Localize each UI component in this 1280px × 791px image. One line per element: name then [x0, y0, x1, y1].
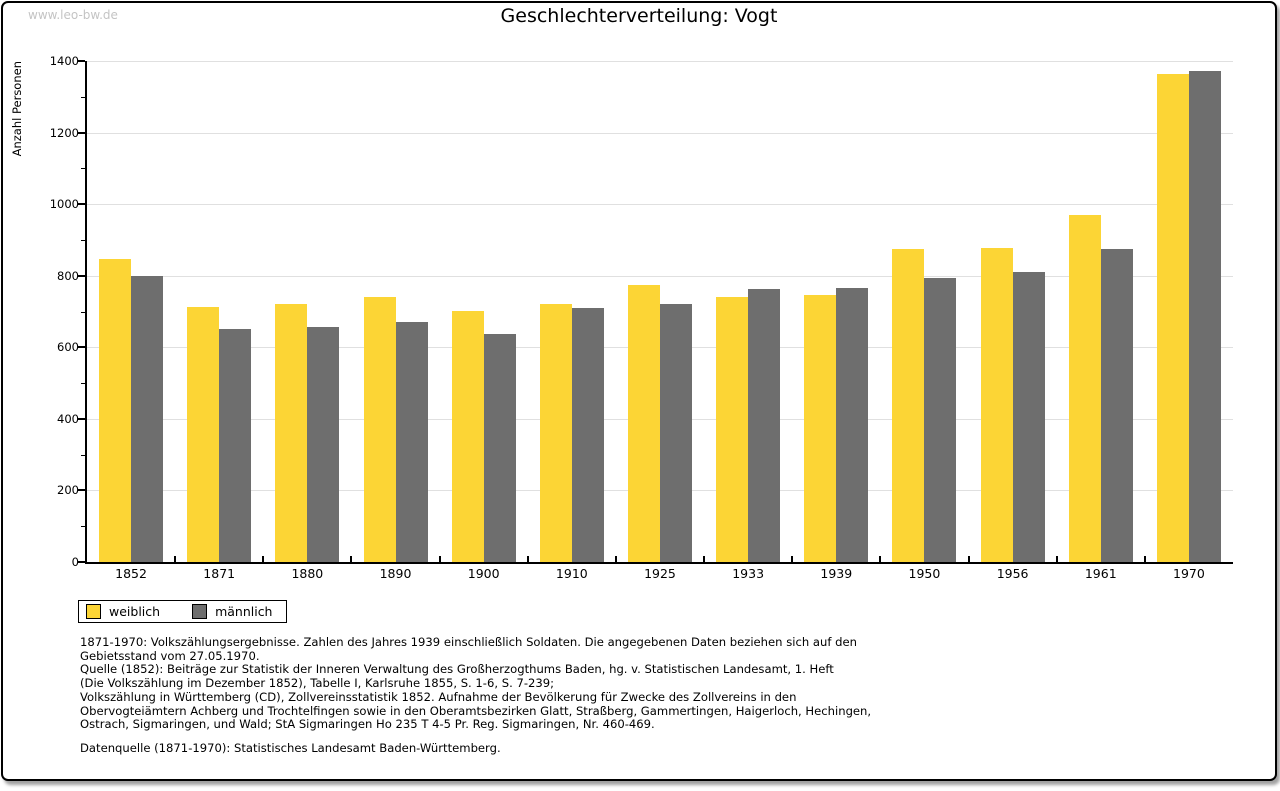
bar-weiblich-1900	[451, 310, 484, 562]
bar-weiblich-1880	[275, 304, 308, 562]
y-axis-major-tick	[78, 561, 85, 563]
bar-männlich-1852	[131, 275, 164, 562]
x-axis-tick	[791, 556, 794, 562]
x-tick-label: 1890	[379, 566, 412, 581]
y-tick-label: 800	[57, 268, 79, 283]
bar-weiblich-1961	[1068, 214, 1101, 562]
y-axis-label: Anzahl Personen	[10, 61, 24, 157]
y-axis-minor-tick	[81, 526, 85, 528]
grid-line	[87, 61, 1233, 62]
bar-weiblich-1852	[99, 258, 132, 562]
y-tick-label: 1400	[49, 54, 79, 68]
y-axis-major-tick	[78, 489, 85, 492]
source-notes: 1871-1970: Volkszählungsergebnisse. Zahl…	[80, 635, 872, 732]
x-tick-label: 1852	[115, 566, 147, 581]
source-note-line: Quelle (1852): Beiträge zur Statistik de…	[80, 662, 834, 677]
x-axis-tick	[350, 556, 353, 562]
x-tick-label: 1950	[908, 566, 941, 581]
legend-label-maennlich: männlich	[215, 604, 273, 619]
grid-line	[87, 132, 1233, 134]
legend-label-weiblich: weiblich	[109, 604, 161, 619]
bar-männlich-1880	[307, 327, 340, 562]
legend: weiblich männlich	[78, 600, 288, 623]
x-axis-tick	[967, 556, 970, 562]
bar-männlich-1950	[924, 278, 957, 562]
grid-line	[87, 275, 1233, 277]
x-tick-label: 1880	[291, 566, 324, 581]
y-axis-minor-tick	[81, 239, 85, 241]
grid-line	[87, 204, 1233, 206]
bar-männlich-1900	[483, 334, 516, 562]
y-axis-major-tick	[78, 131, 85, 134]
source-note-line: 1871-1970: Volkszählungsergebnisse. Zahl…	[80, 635, 857, 649]
maennlich-color-swatch	[192, 604, 208, 619]
x-tick-label: 1910	[555, 566, 588, 581]
source-note-line: Gebietsstand vom 27.05.1970.	[80, 648, 260, 663]
bar-männlich-1956	[1012, 272, 1045, 562]
x-axis-tick	[526, 556, 529, 562]
site-watermark: www.leo-bw.de	[28, 8, 118, 22]
source-note-line: Obervogteiämtern Achberg und Trochtelfin…	[80, 703, 872, 718]
bar-männlich-1925	[660, 303, 692, 562]
y-tick-label: 200	[57, 483, 79, 498]
y-axis-minor-tick	[81, 311, 85, 313]
bar-weiblich-1890	[363, 296, 396, 562]
bar-männlich-1961	[1100, 249, 1133, 562]
y-axis-major-tick	[78, 274, 85, 277]
y-axis-major-tick	[78, 203, 85, 206]
bar-weiblich-1871	[187, 306, 220, 562]
bar-männlich-1871	[219, 328, 252, 562]
y-axis-minor-tick	[81, 454, 85, 456]
y-axis-minor-tick	[81, 168, 85, 170]
plot-area: 1852 1871 1880 1890 1900 1910 1925 1933 1939 1950…	[78, 60, 1233, 581]
y-axis-major-tick	[78, 60, 85, 62]
y-axis-minor-tick	[81, 383, 85, 385]
bar-weiblich-1970	[1156, 74, 1189, 562]
x-axis-tick	[262, 556, 265, 562]
bar-weiblich-1956	[980, 248, 1013, 562]
bar-männlich-1939	[836, 288, 869, 562]
source-note-line: Ostrach, Sigmaringen, und Wald; StA Sigm…	[80, 717, 655, 732]
bar-männlich-1910	[571, 308, 604, 562]
bar-weiblich-1910	[539, 303, 572, 562]
source-note-line: Volkszählung in Württemberg (CD), Zollve…	[80, 689, 797, 704]
bar-männlich-1970	[1188, 71, 1221, 562]
y-tick-label: 0	[71, 555, 79, 569]
bar-weiblich-1925	[628, 285, 660, 562]
x-tick-label: 1925	[644, 566, 676, 581]
x-tick-label: 1933	[732, 566, 765, 581]
x-tick-label: 1956	[996, 566, 1029, 581]
weiblich-color-swatch	[86, 604, 101, 619]
source-note-line: (Die Volkszählung im Dezember 1852), Tab…	[80, 676, 555, 691]
x-axis-tick	[614, 556, 617, 562]
y-tick-label: 400	[57, 411, 79, 426]
legend-item-maennlich: männlich	[192, 604, 272, 619]
bar-weiblich-1939	[804, 295, 837, 562]
x-axis-tick	[1143, 556, 1146, 562]
bar-männlich-1933	[748, 288, 781, 562]
x-tick-label: 1961	[1084, 566, 1117, 581]
bar-weiblich-1933	[716, 297, 749, 562]
y-axis-major-tick	[78, 346, 85, 349]
bar-weiblich-1950	[892, 249, 925, 562]
y-axis-minor-tick	[81, 96, 85, 98]
y-tick-label: 1200	[49, 125, 79, 140]
x-tick-label: 1970	[1173, 566, 1205, 581]
datasource-note: Datenquelle (1871-1970): Statistisches L…	[80, 741, 501, 755]
x-tick-label: 1900	[467, 566, 500, 581]
x-tick-label: 1871	[203, 566, 236, 581]
y-tick-label: 600	[57, 340, 79, 355]
x-axis-tick	[703, 556, 706, 562]
x-axis-tick	[174, 556, 177, 562]
y-axis-major-tick	[78, 417, 85, 420]
x-tick-label: 1939	[820, 566, 853, 581]
x-axis-tick	[438, 556, 441, 562]
x-axis-tick	[879, 556, 882, 562]
legend-item-weiblich: weiblich	[86, 604, 160, 619]
x-axis-tick	[1055, 556, 1058, 562]
y-tick-label: 1000	[49, 197, 79, 212]
bar-männlich-1890	[395, 322, 428, 562]
chart-title: Geschlechterverteilung: Vogt	[500, 5, 778, 27]
